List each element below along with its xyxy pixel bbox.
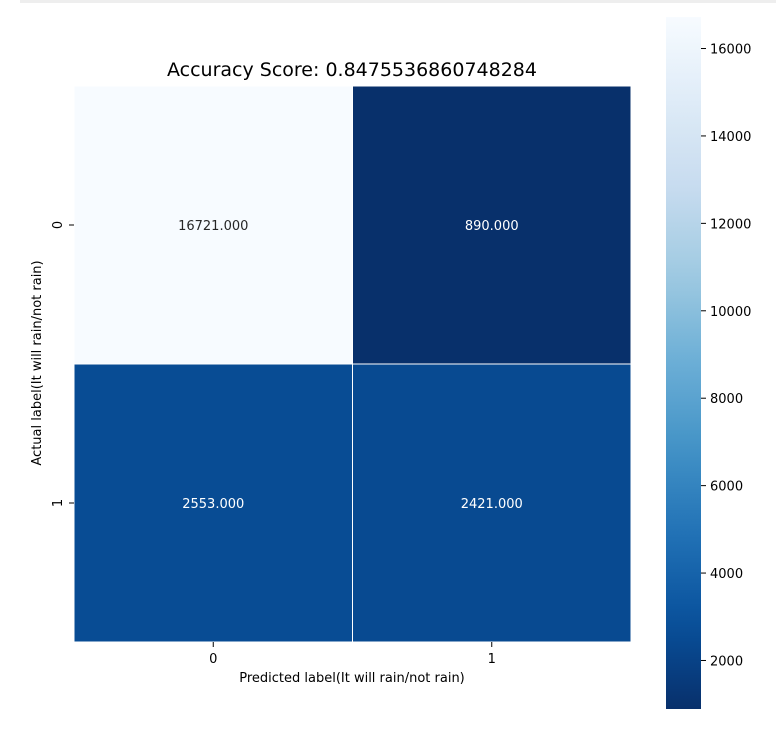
cell-value-label: 2421.000 <box>461 497 523 512</box>
heatmap-cells <box>73 85 632 643</box>
colorbar-tick-label: 10000 <box>710 305 751 320</box>
colorbar-tick-label: 16000 <box>710 43 751 58</box>
colorbar-ticks: 2000 4000 6000 8000 10000 12000 14000 16000 <box>701 43 751 669</box>
colorbar-tick-label: 8000 <box>710 392 743 407</box>
x-tick-label: 0 <box>209 652 217 667</box>
colorbar-tick-label: 4000 <box>710 567 743 582</box>
y-tick-label: 0 <box>51 221 66 229</box>
y-tick-label: 1 <box>51 499 66 507</box>
colorbar-tick-label: 2000 <box>710 654 743 669</box>
colorbar-tick-label: 14000 <box>710 130 751 145</box>
colorbar-tick-label: 6000 <box>710 480 743 495</box>
heatmap-cell <box>352 85 632 365</box>
top-divider <box>20 0 776 3</box>
cell-value-label: 890.000 <box>465 219 519 234</box>
cell-value-label: 16721.000 <box>178 219 248 234</box>
chart-title: Accuracy Score: 0.8475536860748284 <box>167 59 537 81</box>
heatmap-cell <box>73 85 353 365</box>
heatmap-cell-labels: 16721.000 890.000 2553.000 2421.000 <box>178 219 523 512</box>
x-tick-label: 1 <box>488 652 496 667</box>
colorbar-tick-label: 12000 <box>710 217 751 232</box>
y-axis-label: Actual label(It will rain/not rain) <box>30 260 45 465</box>
y-axis-ticks: 01 <box>51 221 74 507</box>
colorbar <box>666 17 701 709</box>
cell-value-label: 2553.000 <box>182 497 244 512</box>
heatmap-cell <box>352 363 632 643</box>
x-axis-label: Predicted label(It will rain/not rain) <box>239 671 465 686</box>
